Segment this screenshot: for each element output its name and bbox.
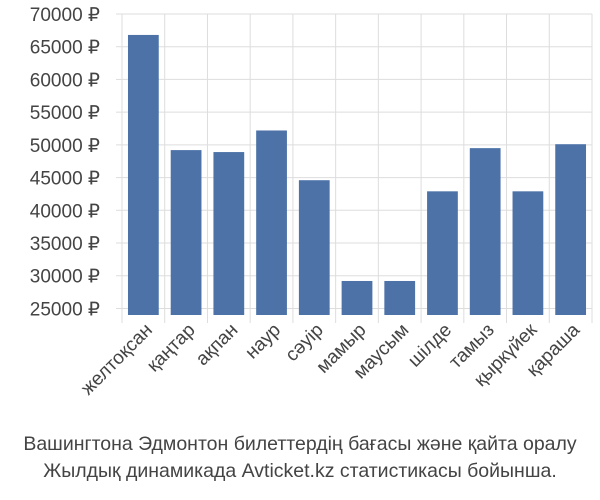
x-tick-label: шілде: [404, 320, 456, 372]
bar: [469, 148, 501, 315]
y-tick-label: 65000 ₽: [30, 38, 100, 59]
y-tick-label: 35000 ₽: [30, 234, 100, 255]
bars: [127, 34, 587, 316]
bar: [341, 280, 373, 315]
y-axis-ticks: 25000 ₽ 30000 ₽ 35000 ₽ 40000 ₽ 45000 ₽ 50000…: [30, 5, 122, 320]
bar: [127, 34, 159, 316]
y-tick-label: 45000 ₽: [30, 169, 100, 190]
bar: [213, 152, 245, 315]
y-tick-label: 55000 ₽: [30, 103, 100, 124]
bar: [298, 180, 330, 315]
x-tick-label: ақпан: [192, 320, 242, 370]
caption-line-1: Вашингтона Эдмонтон билеттердің бағасы ж…: [23, 433, 577, 455]
bar: [555, 144, 587, 315]
y-tick-label: 25000 ₽: [30, 299, 100, 320]
y-tick-label: 30000 ₽: [30, 267, 100, 288]
y-tick-label: 50000 ₽: [30, 136, 100, 157]
y-tick-label: 70000 ₽: [30, 5, 100, 26]
bar: [512, 191, 544, 315]
y-tick-label: 40000 ₽: [30, 201, 100, 222]
bar-chart: 25000 ₽ 30000 ₽ 35000 ₽ 40000 ₽ 45000 ₽ 50000…: [30, 5, 593, 399]
bar: [256, 130, 287, 315]
bar: [427, 191, 458, 315]
y-tick-label: 60000 ₽: [30, 70, 100, 91]
bar: [384, 280, 416, 315]
caption-line-2: Жылдық динамикада Avticket.kz статистика…: [43, 460, 557, 482]
x-tick-label: наур: [241, 320, 285, 364]
x-tick-label: қаңтар: [143, 320, 200, 377]
bar: [170, 150, 202, 315]
